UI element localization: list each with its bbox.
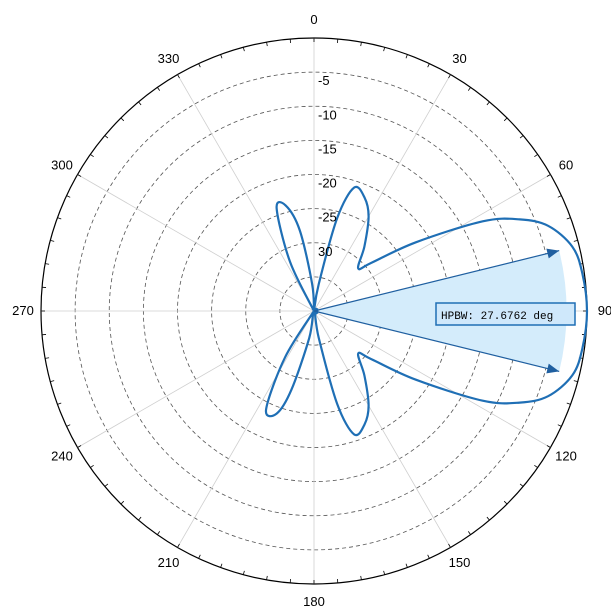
angular-gridline — [313, 310, 451, 548]
radial-tick-label: -25 — [318, 210, 337, 225]
outer-tick-mark — [104, 135, 109, 139]
angle-tick-label: 60 — [559, 158, 573, 173]
angle-tick-label: 150 — [449, 555, 471, 570]
outer-tick-mark — [57, 402, 62, 405]
outer-tick-mark — [198, 63, 201, 68]
outer-tick-mark — [486, 101, 490, 106]
outer-tick-mark — [427, 63, 430, 68]
angle-tick-label: 270 — [12, 303, 34, 318]
outer-tick-mark — [566, 217, 571, 220]
outer-tick-mark — [266, 42, 268, 47]
outer-tick-mark — [242, 47, 245, 52]
outer-tick-mark — [519, 135, 524, 139]
angle-tick-label: 180 — [303, 594, 325, 609]
outer-tick-mark — [177, 543, 180, 548]
angle-tick-label: 330 — [158, 51, 180, 66]
radial-tick-label: -20 — [318, 176, 337, 191]
outer-tick-mark — [503, 500, 508, 505]
outer-tick-mark — [157, 87, 161, 91]
outer-tick-mark — [405, 563, 408, 568]
outer-tick-mark — [557, 195, 562, 198]
outer-tick-mark — [486, 516, 490, 521]
angle-tick-label: 0 — [310, 12, 317, 27]
angular-gridline — [177, 310, 315, 548]
angle-tick-label: 300 — [51, 158, 73, 173]
outer-tick-mark — [534, 464, 538, 468]
outer-tick-mark — [50, 380, 55, 383]
outer-tick-mark — [427, 554, 430, 559]
outer-tick-mark — [157, 531, 161, 535]
series-layer — [264, 185, 589, 437]
angular-gridline — [177, 74, 315, 312]
outer-tick-mark — [90, 464, 94, 468]
outer-tick-mark — [138, 516, 142, 521]
outer-tick-mark — [566, 402, 571, 405]
outer-tick-mark — [77, 174, 82, 177]
hpbw-arrow-line — [313, 250, 560, 312]
angle-tick-label: 120 — [555, 449, 577, 464]
radial-tick-label: -15 — [318, 141, 337, 156]
hpbw-annotation: HPBW: 27.6762 deg — [435, 302, 576, 326]
outer-tick-mark — [242, 570, 245, 575]
angular-gridline — [77, 174, 315, 312]
angular-gridline — [313, 174, 551, 312]
outer-tick-mark — [120, 117, 125, 122]
outer-tick-mark — [177, 74, 180, 79]
pattern-trace — [264, 185, 589, 437]
tick-labels: 0 30 60 90 120 150 180 210 240 270 300 330 -5 -10 -15 -… — [12, 12, 611, 609]
outer-tick-mark — [104, 483, 109, 487]
outer-tick-mark — [220, 563, 223, 568]
outer-tick-mark — [90, 154, 94, 158]
outer-tick-mark — [519, 483, 524, 487]
outer-tick-mark — [66, 195, 71, 198]
angular-gridline — [313, 310, 551, 448]
angle-tick-label: 240 — [51, 449, 73, 464]
outer-tick-mark — [45, 263, 50, 265]
hpbw-arrow-line — [313, 310, 560, 372]
outer-tick-mark — [546, 174, 551, 177]
outer-tick-mark — [383, 570, 386, 575]
outer-tick-mark — [266, 575, 268, 580]
outer-tick-mark — [557, 424, 562, 427]
outer-tick-mark — [573, 239, 578, 242]
outer-tick-mark — [573, 380, 578, 383]
outer-tick-mark — [448, 74, 451, 79]
outer-tick-mark — [448, 543, 451, 548]
outer-tick-mark — [546, 445, 551, 448]
outer-tick-mark — [383, 47, 386, 52]
angle-tick-label: 90 — [598, 303, 611, 318]
outer-tick-mark — [467, 87, 471, 91]
angular-gridline — [313, 74, 451, 312]
outer-tick-mark — [50, 239, 55, 242]
radial-tick-label: -5 — [318, 73, 330, 88]
outer-tick-mark — [138, 101, 142, 106]
angular-gridline — [77, 310, 315, 448]
hpbw-arrows — [313, 248, 560, 374]
outer-tick-mark — [77, 445, 82, 448]
outer-tick-mark — [360, 42, 362, 47]
outer-tick-mark — [198, 554, 201, 559]
hpbw-annotation-text: HPBW: 27.6762 deg — [441, 311, 553, 323]
outer-tick-mark — [45, 357, 50, 359]
angle-tick-label: 30 — [452, 51, 466, 66]
outer-tick-mark — [534, 154, 538, 158]
hpbw-arrowhead — [546, 248, 560, 259]
outer-tick-mark — [360, 575, 362, 580]
outer-tick-mark — [467, 531, 471, 535]
outer-tick-mark — [66, 424, 71, 427]
outer-tick-mark — [120, 500, 125, 505]
radial-tick-label: 30 — [318, 244, 332, 259]
outer-tick-mark — [503, 117, 508, 122]
outer-tick-mark — [57, 217, 62, 220]
angle-tick-label: 210 — [158, 555, 180, 570]
outer-tick-mark — [405, 54, 408, 59]
hpbw-arrowhead — [546, 363, 560, 374]
radial-tick-label: -10 — [318, 107, 337, 122]
hpbw-annotation-box — [435, 302, 576, 326]
outer-tick-mark — [220, 54, 223, 59]
